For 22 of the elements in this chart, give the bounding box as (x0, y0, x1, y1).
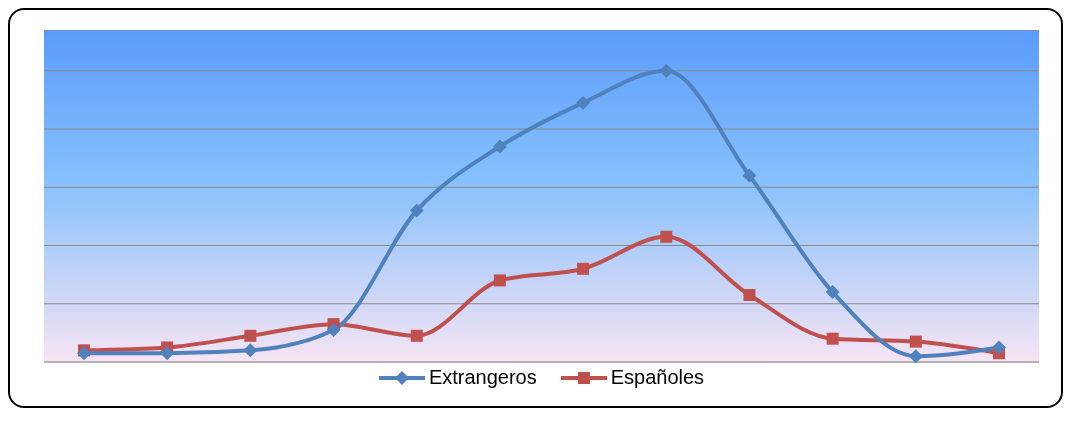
point (244, 329, 257, 342)
point (742, 168, 757, 183)
point (577, 262, 590, 275)
point (77, 346, 91, 361)
point (410, 329, 423, 342)
point (908, 349, 923, 364)
point (825, 285, 840, 300)
point (243, 343, 258, 358)
point (409, 203, 424, 218)
point (992, 340, 1006, 355)
point (826, 332, 839, 345)
legend-label: Extrangeros (428, 366, 537, 389)
point (493, 274, 506, 287)
point (492, 139, 507, 154)
point (576, 95, 591, 110)
point (743, 289, 756, 302)
point (326, 322, 341, 337)
point (909, 335, 922, 348)
point (160, 346, 175, 361)
point (659, 63, 674, 78)
point (660, 230, 673, 243)
legend-label: Españoles (610, 366, 705, 389)
